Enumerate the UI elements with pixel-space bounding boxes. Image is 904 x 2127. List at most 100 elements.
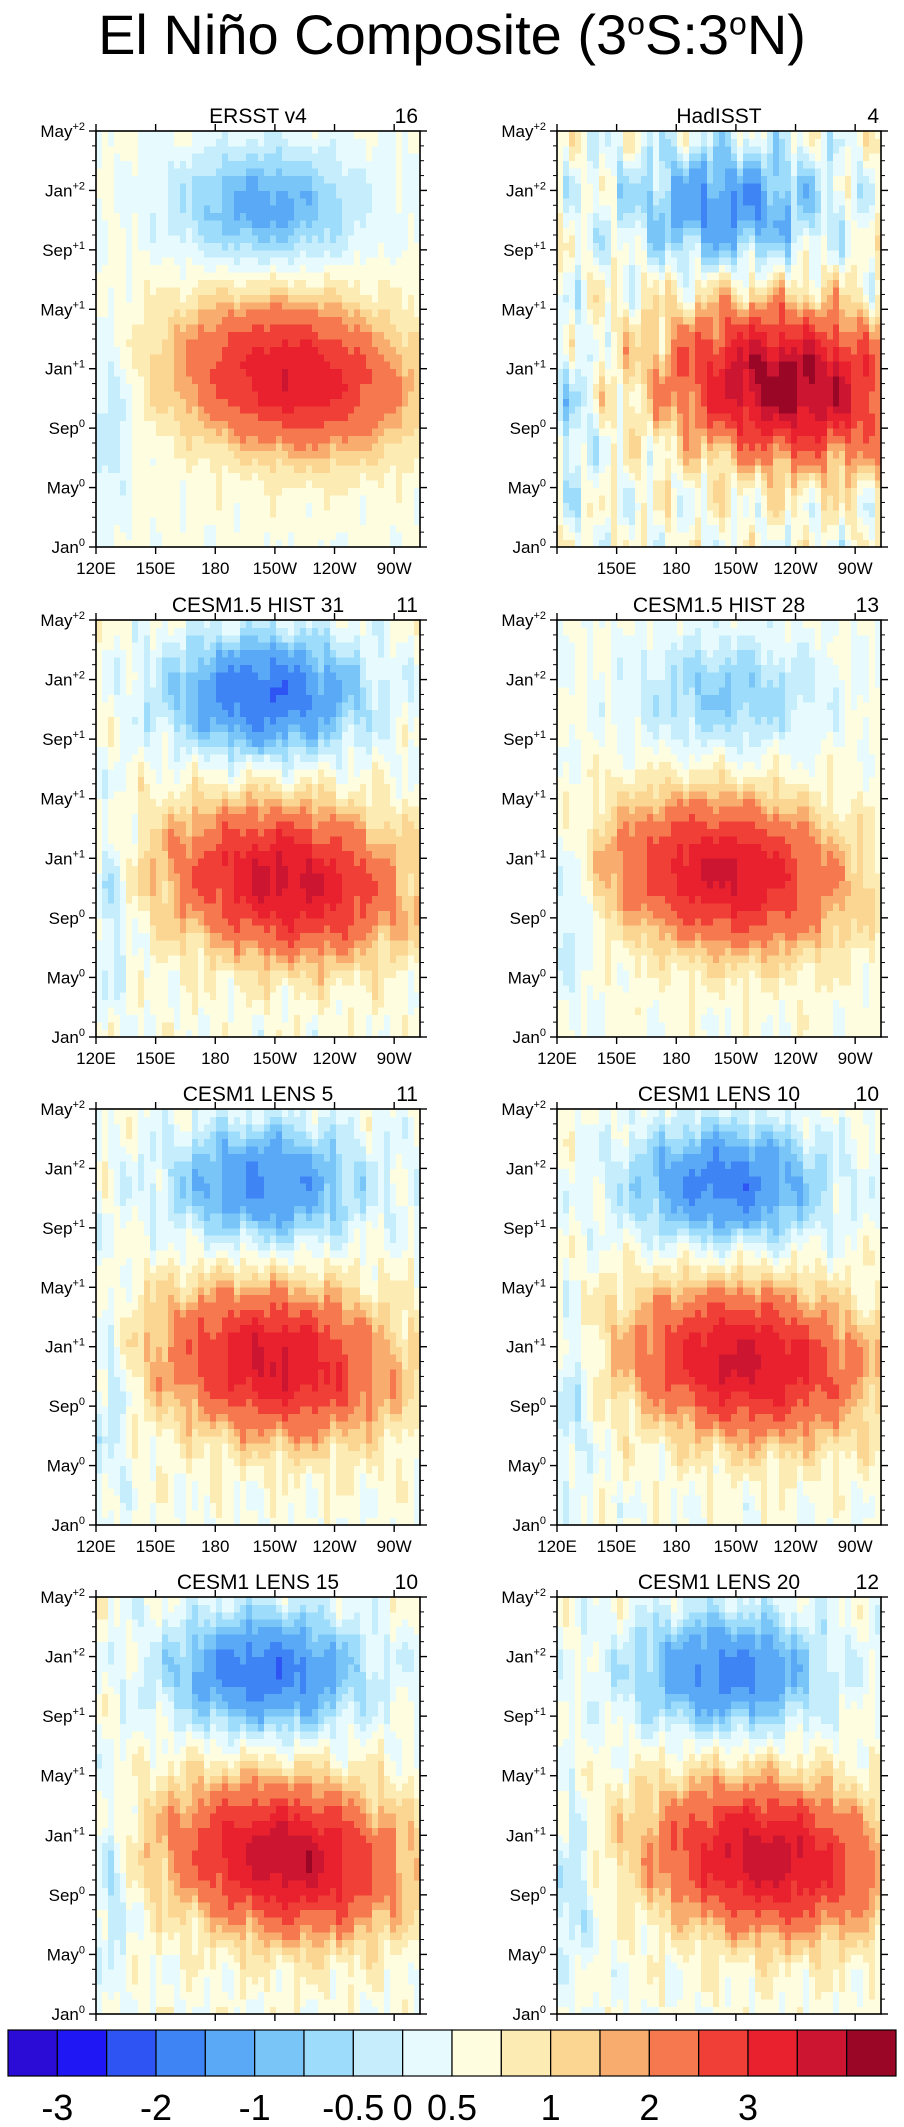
heatmap-cell [791,480,797,488]
heatmap-cell [797,421,803,429]
heatmap-cell [629,421,635,429]
heatmap-cell [174,131,180,139]
heatmap-cell [156,376,162,384]
heatmap-cell [659,428,665,436]
heatmap-cell [282,168,288,176]
heatmap-cell [869,436,875,444]
heatmap-cell [186,250,192,258]
heatmap-cell [252,369,258,377]
heatmap-cell [312,146,318,154]
heatmap-cell [557,436,563,444]
heatmap-cell [162,391,168,399]
heatmap-cell [270,190,276,198]
heatmap-cell [408,324,414,332]
heatmap-cell [557,324,563,332]
heatmap-cell [869,517,875,525]
heatmap-cell [186,168,192,176]
heatmap-cell [210,406,216,414]
heatmap-cell [396,443,402,451]
heatmap-cell [629,525,635,533]
heatmap-cell [114,242,120,250]
heatmap-cell [246,138,252,146]
heatmap-cell [270,228,276,236]
heatmap-cell [761,525,767,533]
heatmap-cell [659,436,665,444]
heatmap-cell [138,265,144,273]
heatmap-cell [138,495,144,503]
heatmap-cell [737,339,743,347]
heatmap-cell [126,465,132,473]
heatmap-cell [126,153,132,161]
heatmap-cell [689,428,695,436]
heatmap-cell [186,436,192,444]
heatmap-cell [683,480,689,488]
heatmap-cell [204,235,210,243]
heatmap-cell [707,450,713,458]
heatmap-cell [611,473,617,481]
heatmap-cell [755,413,761,421]
heatmap-cell [336,220,342,228]
heatmap-cell [647,488,653,496]
heatmap-cell [563,384,569,392]
heatmap-cell [611,517,617,525]
heatmap-cell [168,488,174,496]
heatmap-cell [342,257,348,265]
heatmap-cell [833,346,839,354]
heatmap-cell [557,495,563,503]
heatmap-cell [324,458,330,466]
heatmap-cell [180,294,186,302]
heatmap-cell [120,398,126,406]
heatmap-cell [360,324,366,332]
heatmap-cell [264,294,270,302]
heatmap-cell [216,398,222,406]
heatmap-cell [234,369,240,377]
heatmap-cell [156,436,162,444]
heatmap-cell [869,473,875,481]
heatmap-cell [258,302,264,310]
heatmap-cell [605,465,611,473]
heatmap-cell [294,398,300,406]
heatmap-cell [306,257,312,265]
heatmap-cell [234,332,240,340]
heatmap-cell [240,176,246,184]
heatmap-cell [372,436,378,444]
heatmap-cell [312,369,318,377]
heatmap-cell [653,443,659,451]
heatmap-cell [288,332,294,340]
heatmap-cell [354,220,360,228]
heatmap-cell [779,302,785,310]
heatmap-cell [132,391,138,399]
heatmap-cell [186,354,192,362]
heatmap-cell [396,421,402,429]
heatmap-cell [228,450,234,458]
heatmap-cell [408,413,414,421]
heatmap-cell [108,317,114,325]
heatmap-cell [330,450,336,458]
heatmap-cell [348,205,354,213]
heatmap-cell [168,465,174,473]
heatmap-cell [731,525,737,533]
heatmap-cell [336,413,342,421]
heatmap-cell [557,384,563,392]
heatmap-cell [300,384,306,392]
heatmap-cell [635,450,641,458]
heatmap-cell [312,131,318,139]
heatmap-cell [851,450,857,458]
heatmap-cell [246,502,252,510]
heatmap-cell [869,450,875,458]
heatmap-cell [120,354,126,362]
heatmap-cell [773,324,779,332]
heatmap-cell [186,510,192,518]
heatmap-cell [647,458,653,466]
heatmap-cell [755,428,761,436]
heatmap-cell [342,131,348,139]
heatmap-cell [330,332,336,340]
heatmap-cell [749,436,755,444]
heatmap-cell [372,161,378,169]
heatmap-cell [761,532,767,540]
heatmap-cell [384,369,390,377]
heatmap-cell [677,480,683,488]
heatmap-cell [186,376,192,384]
heatmap-cell [156,220,162,228]
heatmap-cell [294,428,300,436]
